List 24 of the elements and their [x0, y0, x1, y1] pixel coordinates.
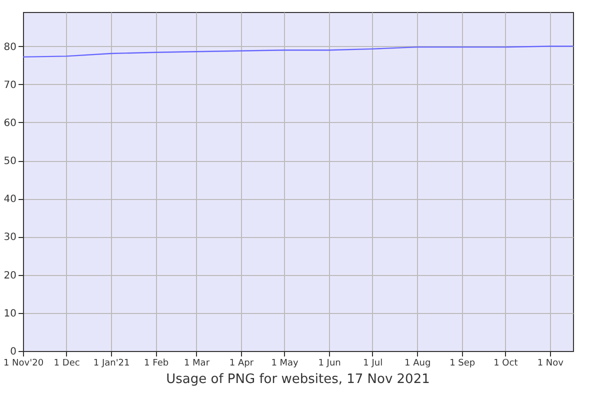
text: Usage of PNG for websites, 17 Nov 2021 [166, 372, 430, 387]
x-tick-label: 1 Aug [404, 358, 431, 368]
x-tick-label: 1 Nov'20 [3, 358, 44, 368]
y-tick-label: 0 [10, 346, 16, 358]
y-tick-label: 70 [4, 80, 16, 91]
y-tick-label: 80 [4, 42, 16, 53]
x-tick-label: 1 Apr [229, 358, 254, 368]
x-tick-label: 1 Sep [450, 358, 476, 368]
x-tick-label: 1 May [271, 358, 300, 368]
x-tick-label: 1 Dec [54, 358, 80, 368]
y-tick-label: 20 [4, 270, 16, 282]
y-tick-label: 50 [4, 156, 16, 168]
x-tick-label: 1 Mar [184, 358, 210, 368]
y-tick-label: 10 [4, 308, 16, 320]
x-tick-label: 1 Feb [144, 358, 169, 368]
y-tick-label: 40 [4, 194, 16, 206]
x-tick-label: 1 Jul [363, 358, 383, 368]
y-tick-label: 60 [4, 118, 16, 129]
x-tick-label: 1 Nov [537, 358, 564, 368]
x-tick-label: 1 Oct [494, 358, 518, 368]
y-tick-label: 30 [4, 232, 16, 244]
line-series [22, 46, 574, 58]
x-tick-label: 1 Jun [318, 358, 341, 368]
x-tick-label: 1 Jan'21 [93, 358, 130, 368]
